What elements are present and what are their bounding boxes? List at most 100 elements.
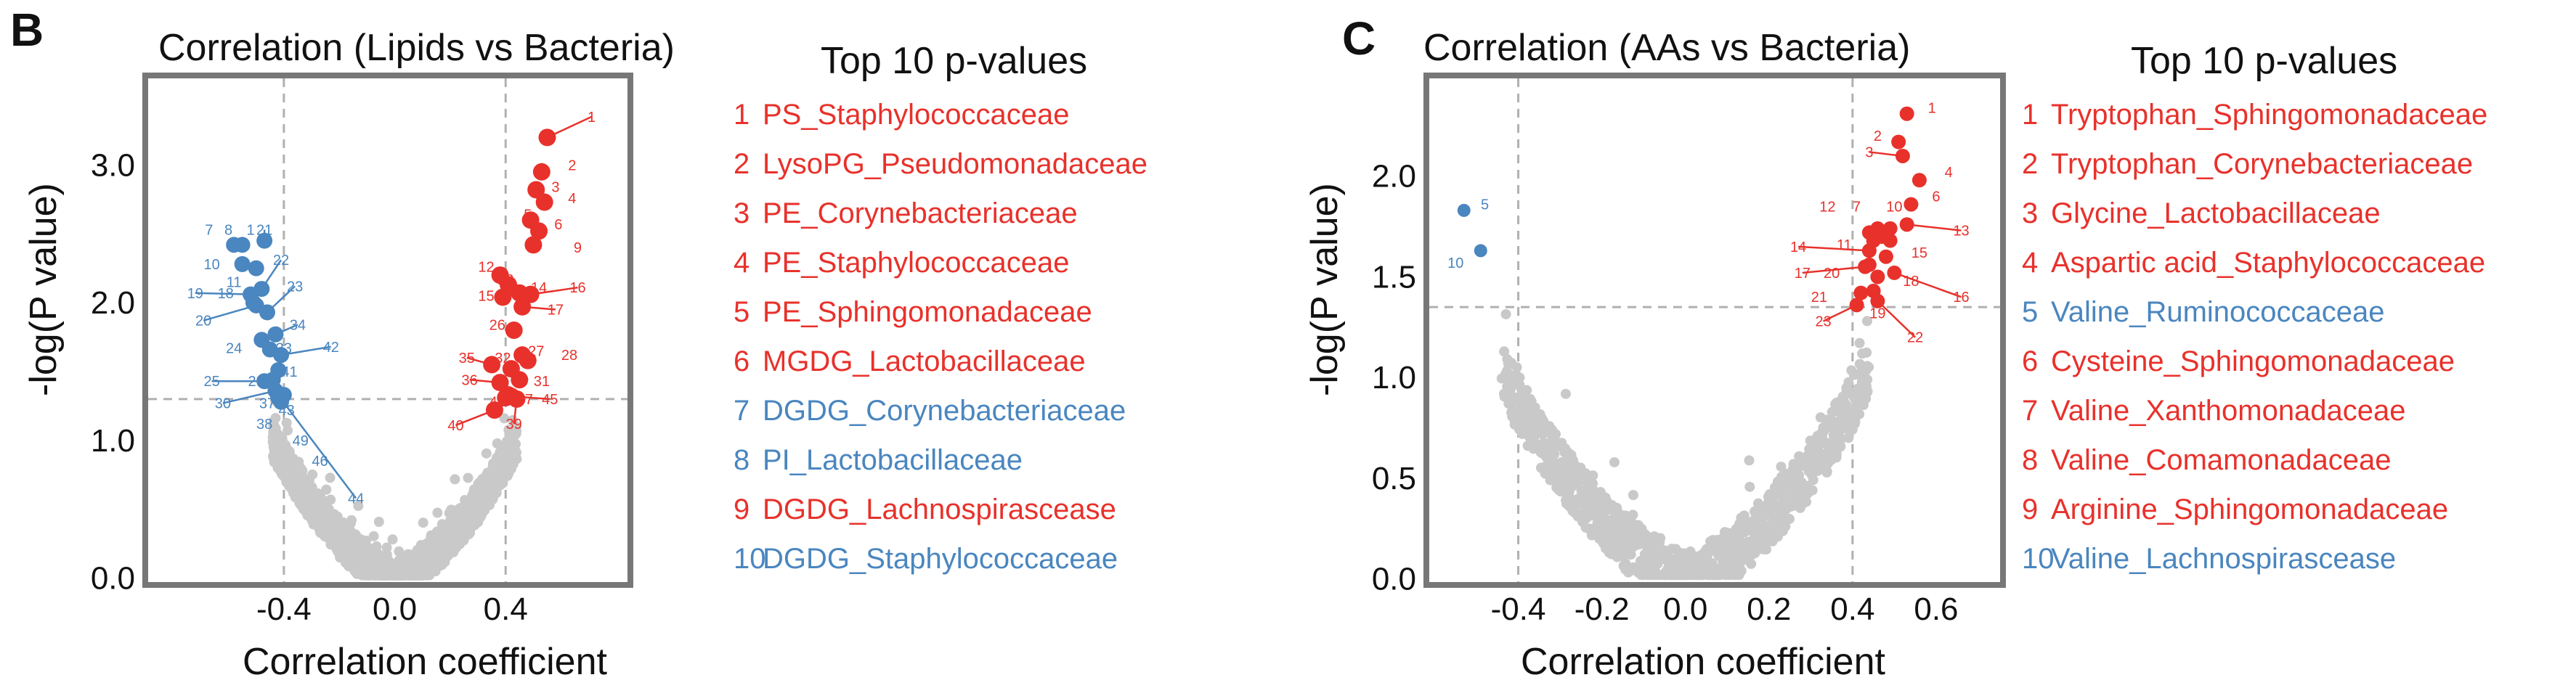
nonsig-point — [1721, 527, 1732, 538]
nonsig-point — [1757, 516, 1768, 527]
leader-line-b-40 — [195, 292, 251, 295]
positive-points-c — [1849, 106, 1927, 313]
legend-item-c-7: 7 Valine_Xanthomonadaceae — [2022, 386, 2487, 435]
point-label-b-39: 11 — [227, 275, 242, 291]
nonsig-point — [1524, 393, 1535, 404]
legend-item-c-3: 3 Glycine_Lactobacillaceae — [2022, 189, 2487, 238]
nonsig-point — [1522, 441, 1533, 451]
legend-list-c: 1 Tryptophan_Sphingomonadaceae 2 Tryptophan… — [2022, 90, 2487, 583]
nonsig-point — [1666, 544, 1677, 554]
plot-frame-c — [1423, 73, 2006, 588]
legend-item-c-9: 9 Arginine_Sphingomonadaceae — [2022, 485, 2487, 534]
nonsig-point — [1616, 509, 1627, 520]
nonsig-point — [1548, 459, 1559, 470]
positive-point-13 — [1899, 217, 1914, 232]
negative-point-41 — [270, 362, 287, 379]
leader-line-b-37 — [280, 398, 357, 499]
positive-point-15 — [494, 288, 512, 306]
nonsig-point — [1689, 570, 1699, 581]
nonsig-point — [463, 472, 474, 483]
point-label-b-10: 15 — [478, 289, 494, 305]
nonsig-point — [331, 543, 342, 554]
nonsig-point — [1664, 559, 1675, 570]
legend-rank: 1 — [734, 99, 750, 131]
nonsig-point — [1821, 466, 1832, 477]
nonsig-point — [1854, 359, 1865, 369]
nonsig-point — [503, 454, 513, 464]
nonsig-point — [368, 531, 379, 541]
nonsig-point — [1861, 365, 1872, 376]
nonsig-point — [435, 560, 446, 571]
nonsig-point — [1746, 558, 1757, 569]
nonsig-point — [386, 570, 397, 581]
nonsig-point — [1602, 515, 1613, 525]
nonsig-point — [269, 456, 280, 467]
point-label-b-35: 49 — [293, 433, 309, 449]
point-label-b-42: 20 — [195, 314, 211, 329]
nonsig-point — [344, 546, 355, 557]
leader-line-c-12 — [1802, 266, 1866, 274]
point-label-c-3: 4 — [1945, 165, 1953, 181]
legend-label: Tryptophan_Sphingomonadaceae — [2051, 99, 2488, 131]
nonsig-point — [349, 562, 360, 573]
negative-point-22 — [253, 281, 270, 298]
legend-title-b: Top 10 p-values — [821, 40, 1088, 82]
nonsig-point — [463, 528, 474, 538]
point-label-b-11: 16 — [569, 280, 585, 296]
nonsig-point — [1640, 529, 1651, 540]
nonsig-point — [432, 507, 443, 518]
nonsig-point — [1549, 434, 1560, 445]
nonsig-point — [1545, 444, 1556, 455]
nonsig-point — [1831, 448, 1842, 459]
legend-label: PI_Lactobacillaceae — [763, 444, 1023, 476]
nonsig-point — [1800, 454, 1811, 464]
y-tick-b-2: 2.0 — [91, 285, 135, 321]
legend-label: MGDG_Lactobacillaceae — [763, 345, 1086, 377]
nonsig-point — [373, 516, 384, 527]
negative-point-21 — [256, 232, 273, 249]
y-tick-c-4: 2.0 — [1372, 159, 1416, 194]
nonsig-point — [314, 494, 325, 505]
point-label-b-3: 4 — [568, 191, 576, 207]
nonsig-point — [1755, 540, 1766, 551]
nonsig-point — [492, 473, 503, 484]
nonsig-point — [1839, 419, 1850, 430]
nonsig-point — [1843, 433, 1854, 443]
nonsig-point — [1862, 316, 1873, 327]
panel-letter-c: C — [1342, 12, 1376, 65]
nonsig-point — [1538, 427, 1549, 438]
legend-item-b-4: 4 PE_Staphylococcaceae — [734, 238, 1147, 287]
nonsig-point — [279, 444, 290, 455]
point-label-b-45: 25 — [203, 374, 219, 390]
legend-rank: 6 — [2022, 345, 2039, 377]
positive-point-6 — [1903, 197, 1919, 212]
point-label-b-16: 31 — [534, 374, 550, 390]
legend-rank: 2 — [734, 148, 750, 180]
nonsig-point — [1658, 545, 1669, 556]
nonsig-point — [1840, 399, 1851, 410]
nonsig-point — [1822, 457, 1833, 468]
point-label-b-32: 42 — [323, 340, 339, 356]
nonsig-point — [450, 474, 460, 485]
legend-item-b-9: 9 DGDG_Lachnospirascease — [734, 485, 1147, 534]
x-tick-b-0: -0.4 — [256, 591, 312, 627]
nonsig-point — [1499, 346, 1510, 357]
nonsig-point — [1514, 372, 1525, 383]
nonsig-point — [394, 546, 405, 557]
nonsig-point — [325, 472, 336, 483]
positive-point-48 — [497, 388, 515, 406]
nonsig-point — [1719, 564, 1730, 575]
nonsig-point — [321, 531, 332, 541]
nonsig-point — [1812, 430, 1823, 441]
y-tick-c-3: 1.5 — [1372, 259, 1416, 295]
legend-label: Aspartic acid_Staphylococcaceae — [2051, 247, 2486, 279]
legend-item-c-6: 6 Cysteine_Sphingomonadaceae — [2022, 337, 2487, 386]
nonsig-point — [416, 550, 427, 561]
nonsig-point — [347, 537, 358, 548]
nonsig-point — [1776, 462, 1787, 472]
positive-point-17 — [513, 298, 532, 316]
nonsig-point — [1811, 452, 1822, 463]
point-label-b-36: 46 — [312, 454, 328, 470]
leader-line-c-19 — [1877, 300, 1917, 338]
positive-points-b — [483, 128, 556, 419]
